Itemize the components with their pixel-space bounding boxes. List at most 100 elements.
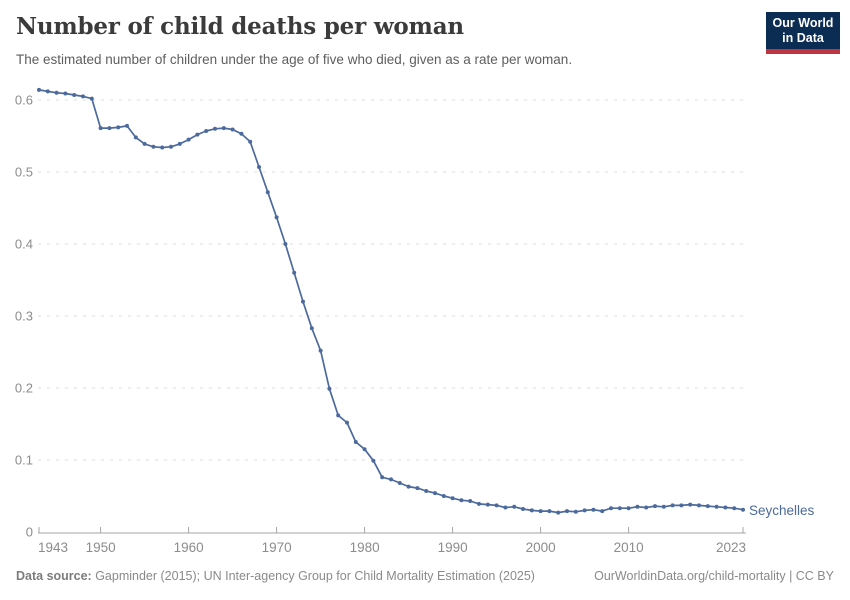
- data-point-marker[interactable]: [45, 89, 50, 94]
- data-point-marker[interactable]: [257, 165, 261, 169]
- data-point-marker[interactable]: [556, 510, 561, 515]
- data-point-marker[interactable]: [292, 270, 297, 275]
- data-point-marker[interactable]: [415, 486, 420, 491]
- data-point-marker[interactable]: [195, 132, 200, 137]
- data-point-marker[interactable]: [169, 144, 173, 149]
- data-point-marker[interactable]: [617, 506, 622, 511]
- x-axis-tick-label: 1943: [38, 540, 68, 555]
- data-point-marker[interactable]: [230, 127, 235, 132]
- data-point-marker[interactable]: [697, 503, 701, 508]
- data-point-marker[interactable]: [741, 507, 745, 512]
- data-point-marker[interactable]: [54, 90, 59, 95]
- data-point-marker[interactable]: [653, 504, 657, 509]
- data-point-marker[interactable]: [327, 386, 332, 391]
- data-point-marker[interactable]: [468, 499, 473, 503]
- footer-link[interactable]: OurWorldinData.org/child-mortality | CC …: [594, 569, 834, 583]
- data-point-marker[interactable]: [485, 502, 490, 507]
- owid-logo[interactable]: Our World in Data: [766, 12, 840, 54]
- data-point-marker[interactable]: [397, 481, 402, 485]
- data-point-marker[interactable]: [309, 326, 314, 331]
- data-point-marker[interactable]: [125, 123, 129, 128]
- data-point-marker[interactable]: [265, 190, 270, 195]
- x-axis-tick-label: 1990: [438, 540, 468, 555]
- data-point-marker[interactable]: [63, 91, 68, 96]
- data-point-marker[interactable]: [389, 477, 393, 482]
- data-point-marker[interactable]: [239, 131, 244, 136]
- data-point-marker[interactable]: [714, 504, 719, 509]
- data-point-marker[interactable]: [151, 144, 156, 149]
- data-point-marker[interactable]: [72, 93, 77, 97]
- data-point-marker[interactable]: [142, 141, 147, 146]
- data-point-marker[interactable]: [133, 135, 138, 140]
- data-point-marker[interactable]: [186, 137, 191, 142]
- y-axis-tick-label: 0.3: [15, 309, 33, 324]
- data-point-marker[interactable]: [98, 126, 103, 131]
- data-point-marker[interactable]: [81, 94, 85, 99]
- data-point-marker[interactable]: [661, 504, 666, 509]
- x-axis-tick-label: 2023: [716, 540, 746, 555]
- y-axis-tick-label: 0.5: [15, 165, 33, 180]
- data-point-marker[interactable]: [600, 509, 605, 514]
- data-point-marker[interactable]: [213, 126, 217, 131]
- data-point-marker[interactable]: [582, 508, 587, 513]
- data-point-marker[interactable]: [424, 489, 429, 493]
- data-point-marker[interactable]: [221, 126, 226, 131]
- data-point-marker[interactable]: [283, 242, 288, 246]
- data-point-marker[interactable]: [670, 503, 675, 508]
- data-point-marker[interactable]: [107, 126, 112, 131]
- data-point-marker[interactable]: [503, 505, 508, 510]
- data-point-marker[interactable]: [688, 502, 693, 507]
- data-point-marker[interactable]: [116, 125, 121, 130]
- data-point-marker[interactable]: [318, 348, 323, 353]
- owid-logo-line1: Our World: [772, 16, 834, 30]
- x-axis-tick-label: 1970: [262, 540, 292, 555]
- data-point-marker[interactable]: [521, 507, 525, 511]
- data-point-marker[interactable]: [732, 506, 737, 511]
- data-point-marker[interactable]: [362, 447, 367, 452]
- data-point-marker[interactable]: [248, 139, 253, 144]
- data-point-marker[interactable]: [591, 507, 596, 512]
- data-point-marker[interactable]: [635, 504, 640, 509]
- x-axis-tick-label: 2010: [614, 540, 644, 555]
- data-point-marker[interactable]: [89, 96, 94, 101]
- data-point-marker[interactable]: [477, 501, 481, 506]
- data-point-marker[interactable]: [160, 145, 165, 150]
- data-point-marker[interactable]: [609, 506, 613, 511]
- data-point-marker[interactable]: [565, 509, 569, 514]
- data-point-marker[interactable]: [538, 509, 543, 514]
- data-point-marker[interactable]: [380, 475, 385, 480]
- data-point-marker[interactable]: [626, 506, 631, 511]
- series-label-seychelles[interactable]: Seychelles: [749, 503, 815, 518]
- data-point-marker[interactable]: [177, 141, 182, 146]
- data-point-marker[interactable]: [723, 505, 728, 510]
- series-line-seychelles[interactable]: [38, 89, 744, 514]
- y-axis-tick-label: 0.6: [15, 93, 33, 108]
- data-point-marker[interactable]: [459, 498, 464, 503]
- data-point-marker[interactable]: [529, 508, 534, 513]
- x-axis-tick-label: 1980: [350, 540, 380, 555]
- data-point-marker[interactable]: [573, 509, 578, 514]
- data-point-marker[interactable]: [512, 504, 517, 509]
- data-point-marker[interactable]: [441, 494, 446, 498]
- data-point-marker[interactable]: [204, 129, 209, 133]
- data-point-marker[interactable]: [547, 509, 552, 514]
- data-point-marker[interactable]: [371, 458, 376, 463]
- data-point-marker[interactable]: [705, 504, 710, 509]
- data-point-marker[interactable]: [353, 440, 358, 444]
- data-point-marker[interactable]: [336, 413, 341, 418]
- data-point-marker[interactable]: [37, 87, 41, 92]
- data-point-marker[interactable]: [679, 503, 684, 508]
- data-point-marker[interactable]: [274, 215, 279, 220]
- data-point-marker[interactable]: [406, 484, 411, 489]
- data-point-marker[interactable]: [345, 420, 349, 425]
- y-axis-tick-label: 0: [26, 525, 33, 540]
- chart-subtitle: The estimated number of children under t…: [16, 52, 573, 67]
- data-point-marker[interactable]: [644, 505, 649, 510]
- data-point-marker[interactable]: [494, 503, 499, 508]
- data-point-marker[interactable]: [450, 496, 455, 501]
- data-point-marker[interactable]: [301, 299, 305, 304]
- data-point-marker[interactable]: [433, 491, 437, 496]
- data-source-text: Gapminder (2015); UN Inter-agency Group …: [91, 569, 535, 583]
